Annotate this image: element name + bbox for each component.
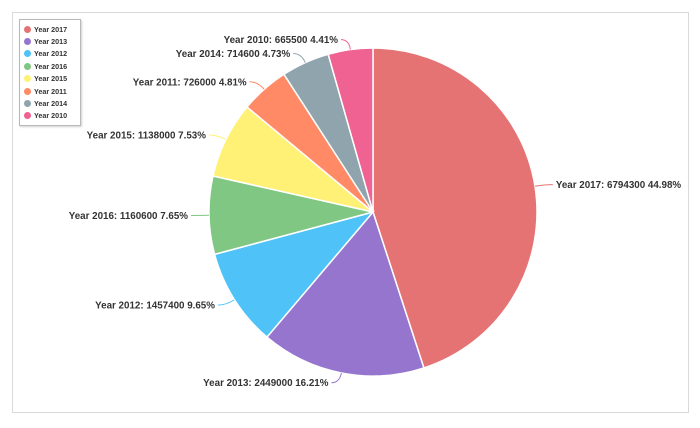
leader-line <box>331 372 342 384</box>
legend-label: Year 2016 <box>34 61 68 71</box>
legend-item[interactable]: Year 2014 <box>24 97 78 109</box>
legend-swatch <box>24 50 31 58</box>
legend-item[interactable]: Year 2016 <box>24 60 78 72</box>
leader-lines <box>191 39 553 384</box>
legend-swatch <box>24 25 31 33</box>
leader-line <box>534 184 553 187</box>
legend-item[interactable]: Year 2017 <box>24 23 78 35</box>
data-label: Year 2011: 726000 4.81% <box>133 77 247 88</box>
data-label: Year 2015: 1138000 7.53% <box>87 131 207 142</box>
data-label: Year 2010: 665500 4.41% <box>224 35 339 46</box>
leader-line <box>217 299 235 306</box>
legend-swatch <box>24 38 31 46</box>
legend: Year 2017 Year 2013 Year 2012 Year 2016 Year… <box>19 19 81 127</box>
legend-swatch <box>24 100 31 108</box>
legend-item[interactable]: Year 2011 <box>24 85 78 97</box>
legend-item[interactable]: Year 2012 <box>24 48 78 60</box>
pie-slice-year-2010[interactable] <box>327 47 374 213</box>
legend-item[interactable]: Year 2015 <box>24 73 78 85</box>
legend-swatch <box>24 62 31 70</box>
legend-label: Year 2015 <box>34 74 68 84</box>
leader-line <box>293 53 306 63</box>
legend-swatch <box>24 87 31 95</box>
leader-line <box>340 39 351 50</box>
data-labels: Year 2017: 6794300 44.98% Year 2013: 2449… <box>69 35 682 389</box>
data-label: Year 2016: 1160600 7.65% <box>69 211 189 222</box>
data-label: Year 2017: 6794300 44.98% <box>556 180 682 191</box>
data-label: Year 2014: 714600 4.73% <box>176 49 291 60</box>
legend-label: Year 2011 <box>34 86 67 96</box>
pie-slice-year-2013[interactable] <box>265 210 425 377</box>
legend-label: Year 2014 <box>34 99 68 109</box>
leader-line <box>208 134 227 140</box>
legend-item[interactable]: Year 2010 <box>24 110 78 122</box>
data-label: Year 2012: 1457400 9.65% <box>95 301 215 312</box>
pie-slices <box>208 47 538 377</box>
legend-item[interactable]: Year 2013 <box>24 35 78 47</box>
legend-swatch <box>24 112 31 120</box>
legend-label: Year 2010 <box>34 111 68 121</box>
leader-line <box>249 81 265 90</box>
legend-label: Year 2013 <box>34 37 68 47</box>
legend-label: Year 2017 <box>34 24 68 34</box>
pie-slice-year-2012[interactable] <box>213 210 376 339</box>
data-label: Year 2013: 2449000 16.21% <box>203 378 329 389</box>
legend-label: Year 2012 <box>34 49 68 59</box>
legend-swatch <box>24 75 31 83</box>
